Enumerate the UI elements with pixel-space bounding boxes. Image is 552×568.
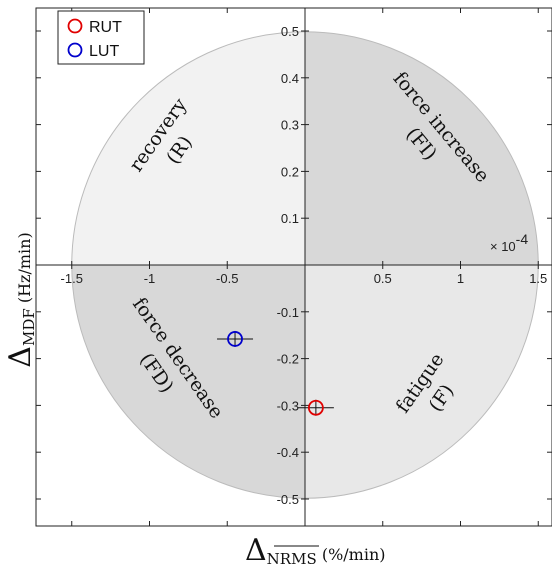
axis-titles: ΔNRMS (%/min)ΔMDF (Hz/min) bbox=[3, 232, 386, 568]
y-tick-label: -0.3 bbox=[277, 398, 299, 413]
y-axis-title: ΔMDF (Hz/min) bbox=[3, 232, 38, 367]
legend-label: RUT bbox=[89, 19, 122, 36]
quadrant-fill-force-decrease bbox=[71, 265, 305, 499]
x-tick-label: -1 bbox=[144, 271, 156, 286]
y-tick-label: -0.5 bbox=[277, 492, 299, 507]
y-tick-label: 0.2 bbox=[281, 164, 299, 179]
y-tick-label: -0.1 bbox=[277, 305, 299, 320]
data-point-rut bbox=[297, 399, 334, 416]
y-tick-label: -0.4 bbox=[277, 445, 299, 460]
y-tick-label: 0.5 bbox=[281, 24, 299, 39]
legend-marker bbox=[67, 18, 83, 34]
marker bbox=[227, 331, 243, 347]
x-tick-label: 0.5 bbox=[374, 271, 392, 286]
x-axis-title-symbol: Δ bbox=[245, 533, 267, 568]
y-tick-label: 0.4 bbox=[281, 71, 299, 86]
x-tick-label: -0.5 bbox=[216, 271, 238, 286]
x-axis-title-subscript: NRMS bbox=[267, 550, 317, 568]
x-tick-label: -1.5 bbox=[61, 271, 83, 286]
data-points bbox=[217, 330, 334, 416]
marker bbox=[307, 399, 324, 416]
y-tick-label: -0.2 bbox=[277, 352, 299, 367]
x-scale-multiplier: × 10-4 bbox=[490, 231, 528, 254]
axes bbox=[35, 7, 552, 527]
legend-marker bbox=[67, 42, 83, 58]
x-axis-title: ΔNRMS (%/min) bbox=[245, 533, 386, 568]
legend: RUT LUT bbox=[57, 10, 145, 65]
plot-frame bbox=[35, 7, 552, 527]
quadrant-fill-recovery bbox=[71, 31, 305, 265]
x-scale-exponent: -4 bbox=[516, 231, 529, 247]
quadrant-fill-force-increase bbox=[305, 31, 539, 265]
data-point-lut bbox=[217, 330, 254, 347]
y-axis-title-subscript: MDF bbox=[20, 308, 38, 346]
x-scale-base: × 10 bbox=[490, 239, 516, 254]
y-axis-title-symbol: Δ bbox=[3, 346, 38, 368]
y-tick-label: 0.3 bbox=[281, 118, 299, 133]
y-axis-title-units: (Hz/min) bbox=[15, 232, 34, 308]
y-tick-label: 0.1 bbox=[281, 211, 299, 226]
y-axis-title-group: ΔMDF (Hz/min) bbox=[3, 232, 38, 367]
x-tick-label: 1.5 bbox=[529, 271, 547, 286]
x-tick-label: 1 bbox=[457, 271, 464, 286]
quadrant-fill-fatigue bbox=[305, 265, 539, 499]
quadrant-fills bbox=[71, 31, 539, 499]
tick-labels: -1.5 -1 -0.5 0.5 1 1.5 0.5 0.4 0.3 0.2 0.1 -0.1 -0.2… bbox=[61, 24, 548, 507]
x-axis-title-units: (%/min) bbox=[317, 545, 386, 564]
legend-label: LUT bbox=[89, 43, 119, 60]
